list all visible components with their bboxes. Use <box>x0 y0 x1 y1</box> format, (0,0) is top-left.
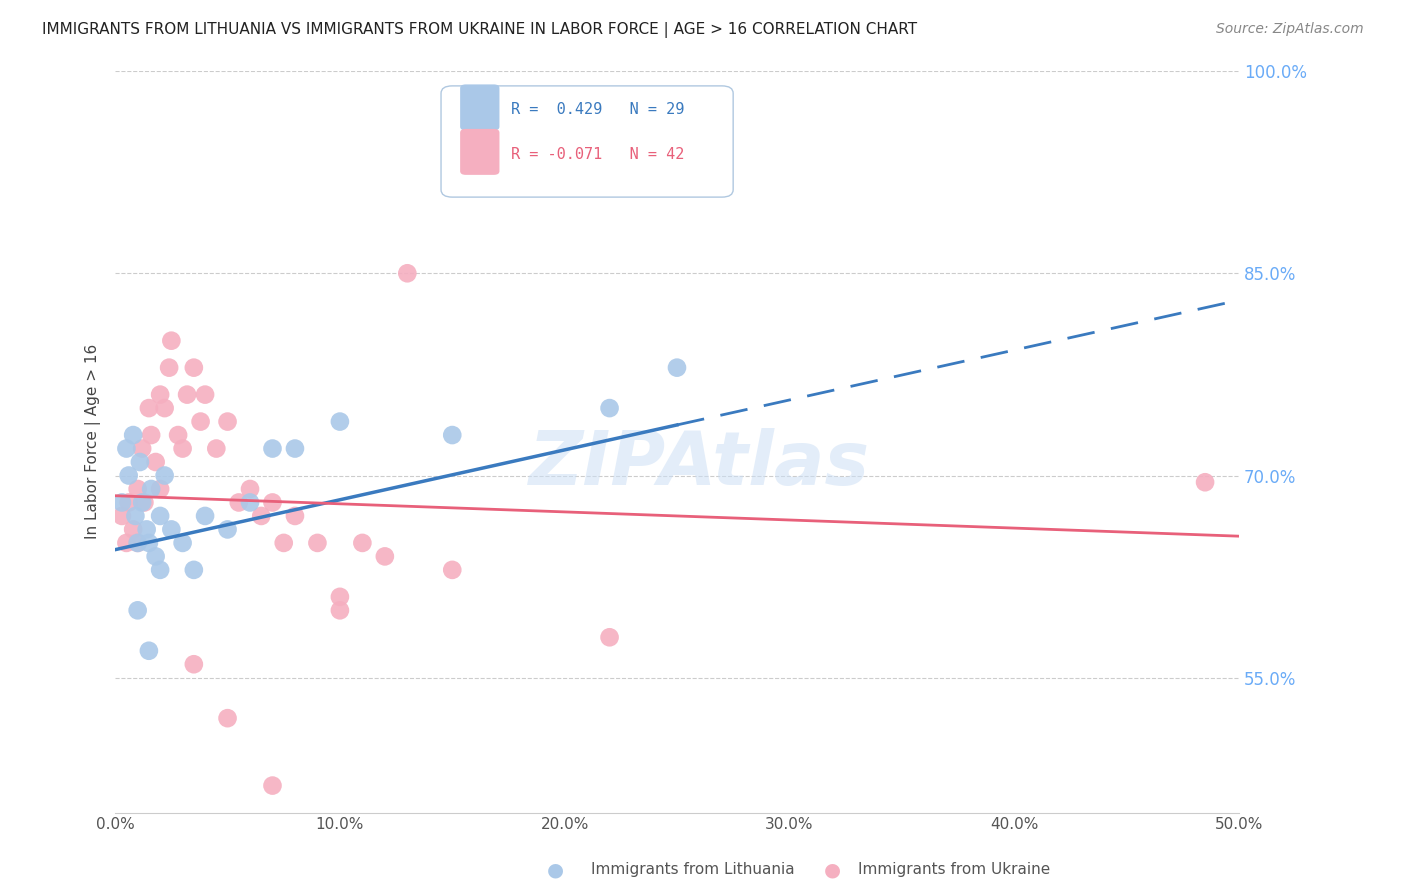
Text: Immigrants from Lithuania: Immigrants from Lithuania <box>591 863 794 877</box>
Point <box>149 482 172 496</box>
Point <box>273 536 295 550</box>
Point <box>138 644 160 658</box>
Point <box>111 508 134 523</box>
Point <box>115 536 138 550</box>
Text: R =  0.429   N = 29: R = 0.429 N = 29 <box>510 102 685 117</box>
Y-axis label: In Labor Force | Age > 16: In Labor Force | Age > 16 <box>86 344 101 540</box>
Point <box>396 266 419 280</box>
Point <box>115 442 138 456</box>
Point <box>250 508 273 523</box>
Text: ●: ● <box>547 860 564 880</box>
Point <box>352 536 374 550</box>
Point <box>149 563 172 577</box>
Point <box>160 334 183 348</box>
Point <box>284 442 307 456</box>
Text: ●: ● <box>824 860 841 880</box>
Point <box>599 401 621 416</box>
Point <box>307 536 329 550</box>
Point <box>176 387 198 401</box>
Point <box>262 495 284 509</box>
Point <box>135 523 157 537</box>
Point <box>118 468 141 483</box>
Text: Immigrants from Ukraine: Immigrants from Ukraine <box>858 863 1050 877</box>
Point <box>127 536 149 550</box>
Point <box>190 415 212 429</box>
Point <box>194 387 217 401</box>
Point <box>329 415 352 429</box>
Point <box>262 779 284 793</box>
Point <box>131 442 153 456</box>
Point <box>183 563 205 577</box>
Point <box>374 549 396 564</box>
Point <box>172 442 194 456</box>
Point <box>228 495 250 509</box>
Point <box>129 455 152 469</box>
Point <box>149 387 172 401</box>
Point <box>441 563 464 577</box>
Text: Source: ZipAtlas.com: Source: ZipAtlas.com <box>1216 22 1364 37</box>
Point <box>122 523 145 537</box>
Point <box>122 428 145 442</box>
Point <box>138 536 160 550</box>
Point <box>157 360 180 375</box>
Point <box>145 549 167 564</box>
Point <box>441 428 464 442</box>
Point <box>217 711 239 725</box>
Point <box>183 657 205 672</box>
Point <box>1194 475 1216 490</box>
Point <box>239 495 262 509</box>
Point <box>149 508 172 523</box>
FancyBboxPatch shape <box>460 85 499 130</box>
Point <box>329 590 352 604</box>
Text: ZIPAtlas: ZIPAtlas <box>529 427 870 500</box>
Point <box>124 508 146 523</box>
Point <box>127 536 149 550</box>
Point <box>217 415 239 429</box>
Point <box>262 442 284 456</box>
Point <box>145 455 167 469</box>
Point <box>239 482 262 496</box>
Point <box>127 482 149 496</box>
Point <box>139 428 162 442</box>
Point <box>118 495 141 509</box>
Point <box>284 508 307 523</box>
Point <box>111 495 134 509</box>
Text: R = -0.071   N = 42: R = -0.071 N = 42 <box>510 146 685 161</box>
Point <box>665 360 688 375</box>
Point <box>153 468 176 483</box>
Point <box>153 401 176 416</box>
Point <box>134 495 156 509</box>
Point <box>329 603 352 617</box>
Point <box>160 523 183 537</box>
Point <box>205 442 228 456</box>
FancyBboxPatch shape <box>460 129 499 175</box>
Point <box>167 428 190 442</box>
Point <box>183 360 205 375</box>
Point <box>599 630 621 644</box>
Point <box>131 495 153 509</box>
Point <box>194 508 217 523</box>
Text: IMMIGRANTS FROM LITHUANIA VS IMMIGRANTS FROM UKRAINE IN LABOR FORCE | AGE > 16 C: IMMIGRANTS FROM LITHUANIA VS IMMIGRANTS … <box>42 22 917 38</box>
Point <box>172 536 194 550</box>
Point <box>217 523 239 537</box>
Point <box>139 482 162 496</box>
FancyBboxPatch shape <box>441 86 733 197</box>
Point <box>138 401 160 416</box>
Point <box>127 603 149 617</box>
